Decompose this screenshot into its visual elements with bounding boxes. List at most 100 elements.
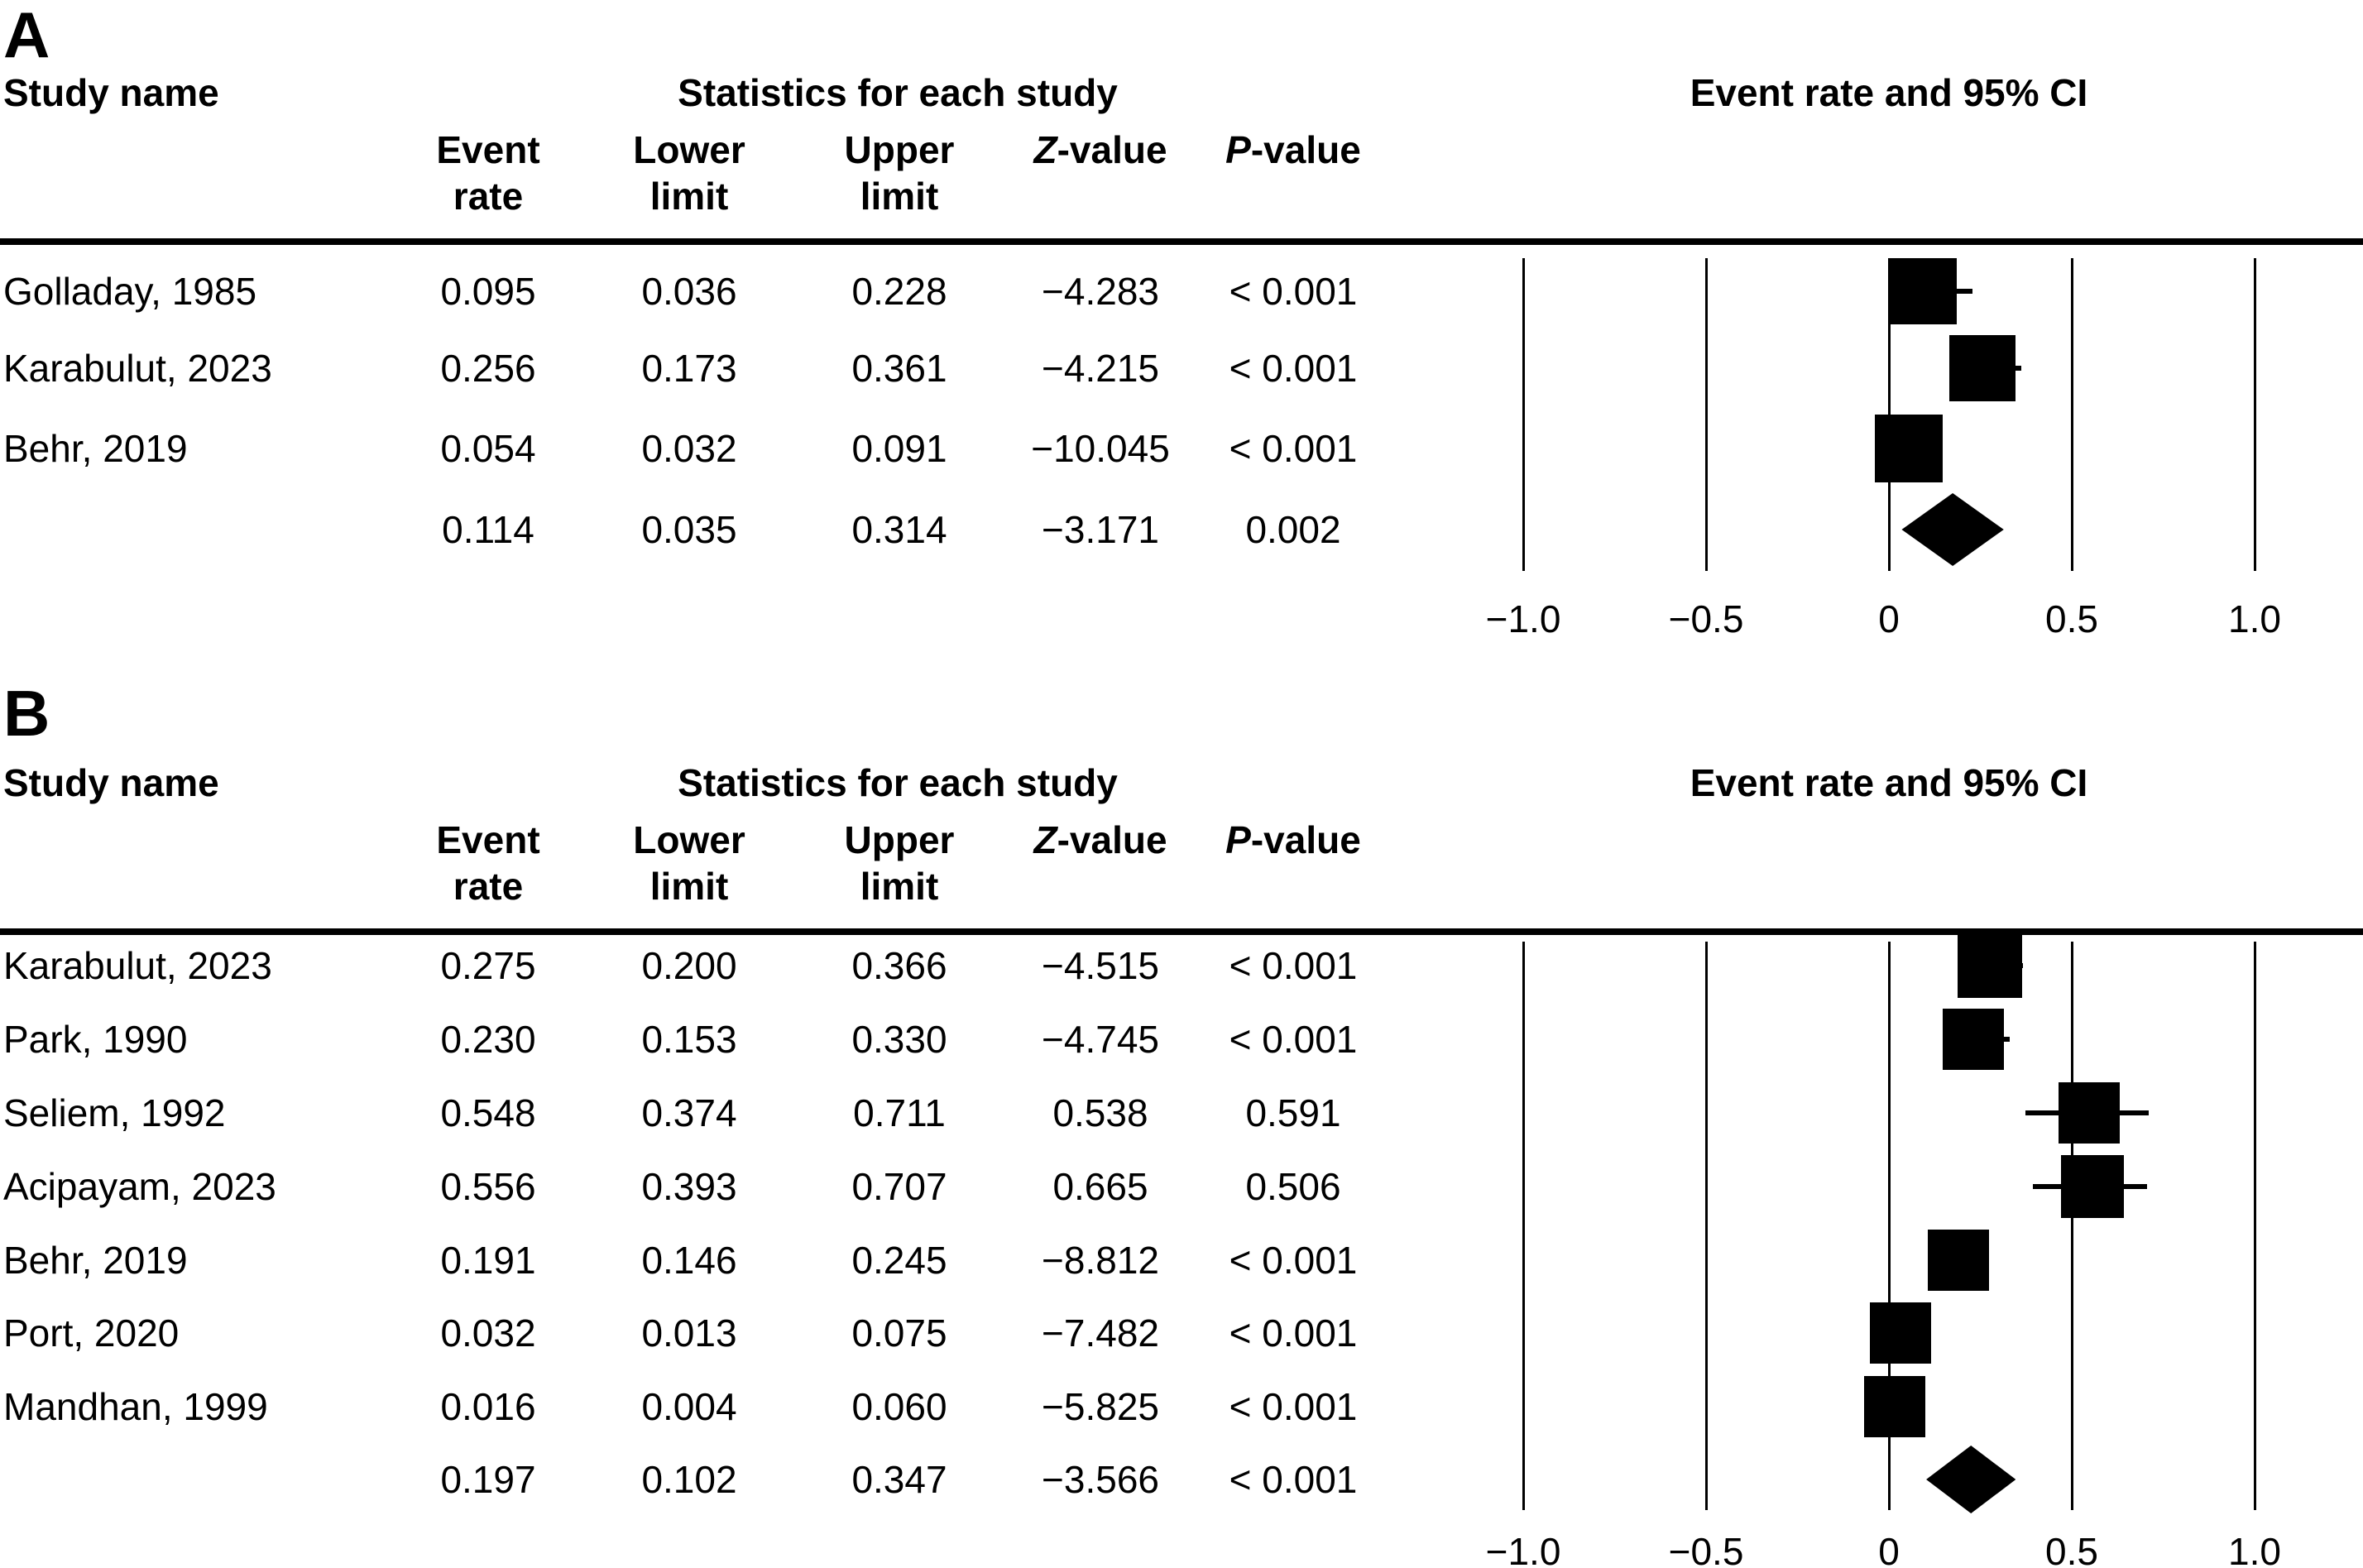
summary-diamond-a [1901,493,2004,566]
cell-z-value-b: −4.515 [1042,944,1159,987]
summary-cell-upper-limit-b: 0.347 [851,1458,947,1501]
col-header-line2-a: rate [453,175,524,218]
x-tick-label-a: −1.0 [1485,597,1561,640]
cell-p-value-a: < 0.001 [1229,427,1358,470]
cell-p-value-b: 0.506 [1245,1165,1341,1208]
col-header-italic-letter: Z [1033,128,1057,171]
study-name-header-a: Study name [3,71,219,114]
stats-group-header-b: Statistics for each study [678,761,1118,804]
summary-cell-p-value-b: < 0.001 [1229,1458,1358,1501]
cell-upper-limit-b: 0.075 [851,1311,947,1355]
cell-lower-limit-b: 0.004 [641,1385,737,1428]
cell-upper-limit-b: 0.711 [853,1091,946,1134]
cell-lower-limit-b: 0.146 [641,1239,737,1282]
effect-square-b [1957,933,2022,998]
cell-upper-limit-a: 0.361 [851,347,947,390]
col-header-z-value-b: Z-value [1033,821,1167,859]
gridline-b [2070,942,2073,1510]
cell-upper-limit-b: 0.707 [851,1165,947,1208]
cell-z-value-b: −5.825 [1042,1385,1159,1428]
col-header-line2-b: rate [453,865,524,908]
cell-upper-limit-b: 0.366 [851,944,947,987]
study-name-b: Port, 2020 [3,1311,180,1355]
study-name-a: Behr, 2019 [3,427,188,470]
gridline-a [1522,258,1525,571]
stats-group-header-a: Statistics for each study [678,71,1118,114]
col-header-rest: -value [1057,818,1167,861]
panel-label-a: A [3,0,50,71]
x-tick-label-a: 0.5 [2045,597,2098,640]
cell-p-value-b: < 0.001 [1229,944,1358,987]
col-header-line2-b: limit [649,865,729,908]
cell-event-rate-a: 0.256 [440,347,536,390]
col-header-line1-b: Upper [844,818,955,861]
col-header-p-value-a: P-value [1225,131,1361,169]
x-tick-label-b: 0 [1878,1530,1900,1568]
effect-square-b [1864,1376,1926,1437]
cell-event-rate-b: 0.275 [440,944,536,987]
summary-cell-event-rate-a: 0.114 [442,508,534,551]
study-name-a: Karabulut, 2023 [3,347,272,390]
effect-square-a [1890,258,1957,324]
col-header-italic-letter: P [1225,128,1251,171]
study-name-b: Behr, 2019 [3,1239,188,1282]
plot-title-a: Event rate and 95% CI [1690,71,2088,114]
cell-lower-limit-b: 0.153 [641,1018,737,1061]
study-name-b: Seliem, 1992 [3,1091,226,1134]
x-tick-label-a: 1.0 [2228,597,2281,640]
cell-upper-limit-b: 0.245 [851,1239,947,1282]
cell-z-value-b: −8.812 [1042,1239,1159,1282]
cell-event-rate-b: 0.032 [440,1311,536,1355]
gridline-a [2253,258,2256,571]
header-separator-b [0,928,2363,935]
cell-z-value-a: −4.215 [1042,347,1159,390]
effect-square-b [2060,1155,2124,1218]
effect-square-b [1870,1302,1932,1364]
study-name-b: Park, 1990 [3,1018,188,1061]
cell-p-value-a: < 0.001 [1229,270,1358,313]
gridline-b [1887,942,1891,1510]
col-header-rest: -value [1250,818,1361,861]
cell-p-value-b: < 0.001 [1229,1239,1358,1282]
cell-event-rate-a: 0.054 [440,427,536,470]
cell-p-value-b: < 0.001 [1229,1018,1358,1061]
plot-title-b: Event rate and 95% CI [1690,761,2088,804]
col-header-line1-b: Lower [633,818,745,861]
summary-cell-upper-limit-a: 0.314 [851,508,947,551]
cell-event-rate-b: 0.548 [440,1091,536,1134]
col-header-line1-a: Lower [633,128,745,171]
cell-lower-limit-b: 0.013 [641,1311,737,1355]
col-header-p-value-b: P-value [1225,821,1361,859]
cell-lower-limit-a: 0.032 [641,427,737,470]
col-header-line2-a: limit [649,175,729,218]
cell-lower-limit-b: 0.374 [641,1091,737,1134]
col-header-rest: -value [1250,128,1361,171]
study-name-b: Mandhan, 1999 [3,1385,268,1428]
x-tick-label-a: −0.5 [1668,597,1744,640]
summary-cell-p-value-a: 0.002 [1245,508,1341,551]
panel-label-b: B [3,677,50,750]
cell-p-value-a: < 0.001 [1229,347,1358,390]
study-name-b: Karabulut, 2023 [3,944,272,987]
cell-z-value-a: −10.045 [1031,427,1170,470]
x-tick-label-b: −0.5 [1668,1530,1744,1568]
effect-square-b [2059,1082,2121,1144]
gridline-b [1522,942,1525,1510]
col-header-rest: -value [1057,128,1167,171]
cell-lower-limit-b: 0.393 [641,1165,737,1208]
summary-cell-lower-limit-a: 0.035 [641,508,737,551]
cell-upper-limit-b: 0.330 [851,1018,947,1061]
study-name-a: Golladay, 1985 [3,270,257,313]
cell-event-rate-b: 0.016 [440,1385,536,1428]
cell-upper-limit-b: 0.060 [851,1385,947,1428]
cell-z-value-a: −4.283 [1042,270,1159,313]
cell-upper-limit-a: 0.228 [851,270,947,313]
cell-z-value-b: −7.482 [1042,1311,1159,1355]
gridline-a [2070,258,2073,571]
summary-cell-z-value-b: −3.566 [1042,1458,1159,1501]
cell-event-rate-b: 0.191 [440,1239,536,1282]
gridline-b [1704,942,1708,1510]
col-header-line1-a: Upper [844,128,955,171]
cell-lower-limit-a: 0.173 [641,347,737,390]
